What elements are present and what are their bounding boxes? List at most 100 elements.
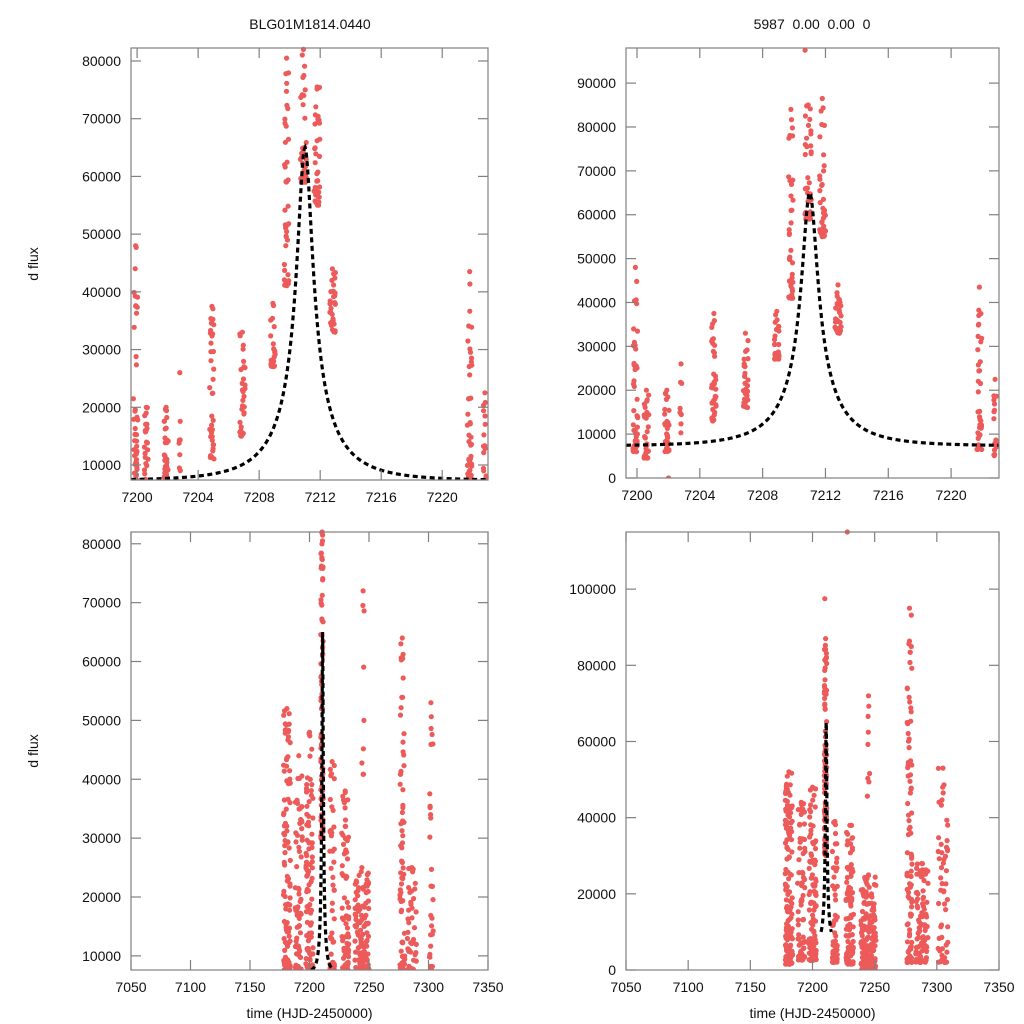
data-point (936, 935, 942, 942)
data-point (938, 865, 945, 871)
data-point (142, 450, 148, 456)
data-point (284, 755, 290, 761)
data-point (784, 798, 791, 804)
data-point (940, 790, 946, 796)
x-tick-label: 7204 (183, 489, 214, 505)
data-point (329, 804, 335, 810)
data-point (798, 799, 804, 806)
data-point (785, 846, 791, 852)
data-point (788, 810, 794, 816)
data-point (305, 872, 311, 878)
data-point (786, 256, 793, 262)
x-tick-label: 7150 (735, 979, 766, 995)
x-tick-label: 7200 (621, 487, 652, 503)
data-point (844, 864, 850, 871)
y-tick-label: 20000 (577, 382, 616, 398)
x-tick-label: 7050 (115, 979, 146, 995)
data-point (975, 409, 981, 415)
x-tick-label: 7250 (353, 979, 384, 995)
data-point (742, 396, 748, 402)
data-point (789, 125, 796, 131)
x-tick-label: 7216 (873, 487, 904, 503)
data-point (906, 694, 912, 700)
data-point (283, 88, 290, 94)
data-point (817, 134, 823, 140)
data-point (677, 405, 683, 411)
y-tick-label: 70000 (82, 111, 121, 127)
data-point (162, 457, 168, 463)
right-column-title: 5987 0.00 0.00 0 (754, 16, 871, 32)
data-point (786, 295, 793, 301)
data-point (481, 450, 487, 456)
data-point (869, 913, 875, 919)
data-point (312, 145, 318, 151)
data-point (817, 176, 823, 182)
data-point (397, 712, 404, 718)
data-point (305, 938, 311, 944)
data-point (406, 885, 412, 891)
model-curve (131, 143, 489, 480)
data-point (307, 753, 313, 759)
data-points (280, 529, 436, 970)
data-point (741, 356, 747, 362)
data-point (740, 388, 747, 394)
x-tick-label: 7300 (921, 979, 952, 995)
data-point (300, 102, 306, 108)
data-point (644, 398, 650, 404)
data-point (296, 923, 302, 930)
data-point (282, 120, 288, 126)
data-point (467, 467, 473, 473)
x-tick-label: 7350 (983, 979, 1014, 995)
data-point (711, 310, 717, 317)
data-point (285, 796, 291, 802)
data-point (284, 828, 290, 834)
data-point (327, 301, 333, 307)
data-point (302, 115, 308, 121)
data-point (284, 159, 290, 165)
data-point (863, 949, 870, 955)
data-point (642, 404, 648, 410)
data-point (938, 875, 944, 881)
data-point (208, 358, 214, 364)
data-point (645, 424, 651, 430)
data-point (295, 885, 302, 891)
data-point (465, 411, 471, 417)
data-point (241, 411, 247, 417)
data-point (282, 820, 288, 827)
data-point (865, 741, 871, 748)
data-point (328, 773, 334, 779)
data-point (745, 356, 751, 362)
data-point (782, 881, 789, 887)
data-point (848, 903, 854, 909)
data-point (945, 848, 951, 854)
data-point (344, 899, 350, 906)
data-point (328, 865, 334, 871)
data-point (410, 966, 416, 970)
data-point (412, 880, 418, 886)
data-point (919, 860, 925, 867)
data-point (678, 430, 684, 436)
data-point (328, 309, 334, 315)
data-point (943, 907, 949, 913)
data-point (241, 404, 247, 410)
data-point (340, 955, 347, 961)
data-point (783, 788, 789, 794)
data-point (304, 803, 310, 809)
data-point (991, 393, 997, 399)
data-point (822, 702, 828, 708)
data-point (915, 891, 921, 897)
y-tick-label: 20000 (82, 889, 121, 905)
data-point (808, 802, 814, 808)
data-point (314, 138, 320, 144)
data-point (427, 791, 433, 797)
data-point (303, 139, 309, 146)
data-point (829, 848, 836, 855)
data-point (271, 363, 278, 369)
data-point (786, 174, 792, 180)
data-point (287, 776, 293, 782)
data-point (799, 898, 805, 904)
x-tick-label: 7212 (810, 487, 841, 503)
data-point (914, 865, 920, 871)
data-point (398, 889, 404, 896)
data-point (468, 442, 474, 448)
